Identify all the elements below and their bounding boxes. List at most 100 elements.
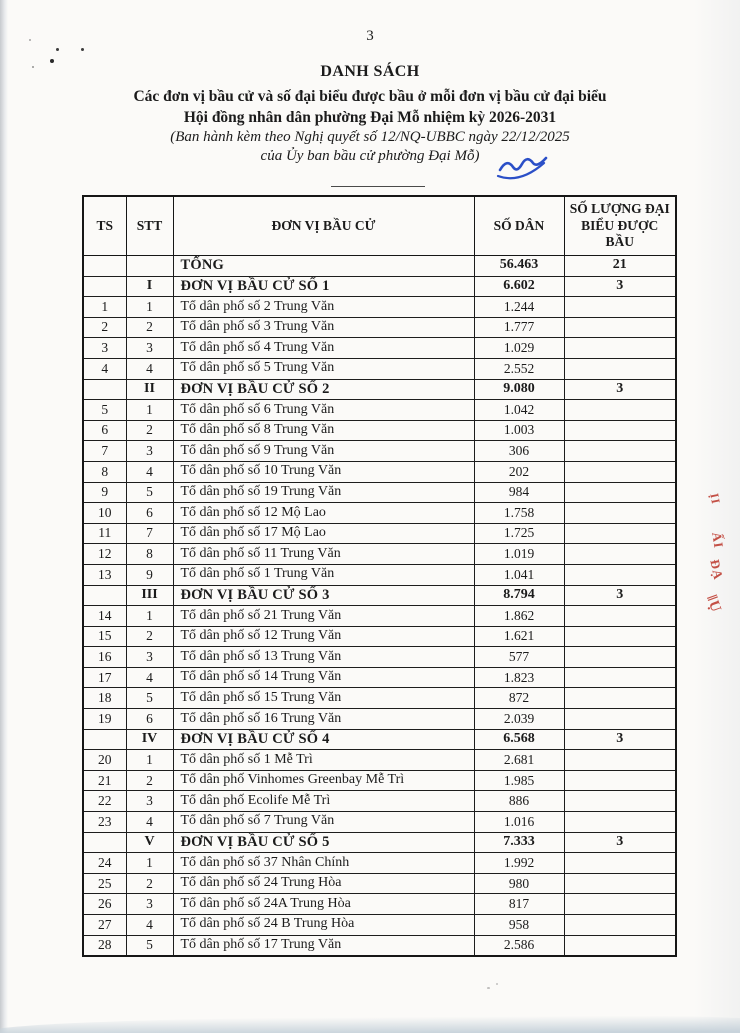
cell-unit: Tổ dân phố số 19 Trung Văn (172, 481, 475, 504)
cell-stt: 2 (125, 316, 174, 339)
table-row: 1 1 Tổ dân phố số 2 Trung Văn 1.244 (82, 296, 677, 318)
cell-pop: 1.019 (473, 543, 565, 565)
cell-stt: 6 (125, 708, 174, 730)
header-separator (331, 186, 425, 187)
table-row: 28 5 Tổ dân phố số 17 Trung Văn 2.586 (82, 934, 677, 957)
cell-pop: 202 (473, 460, 565, 483)
table-row: V ĐƠN VỊ BẦU CỬ SỐ 5 7.333 3 (82, 831, 677, 854)
table-row: 12 8 Tổ dân phố số 11 Trung Văn 1.019 (82, 543, 677, 565)
cell-stt: 4 (125, 460, 174, 483)
cell-del (563, 934, 677, 957)
cell-ts (82, 255, 127, 277)
column-header-ts: TS (82, 195, 127, 256)
table-row: 5 1 Tổ dân phố số 6 Trung Văn 1.042 (82, 399, 677, 421)
cell-unit: Tổ dân phố số 10 Trung Văn (172, 460, 475, 483)
cell-del (563, 357, 677, 380)
cell-pop: 1.985 (473, 769, 565, 792)
cell-ts (82, 275, 127, 298)
scan-speckle (496, 983, 498, 985)
table-row: I ĐƠN VỊ BẦU CỬ SỐ 1 6.602 3 (82, 275, 677, 298)
cell-pop: 9.080 (473, 378, 565, 401)
cell-pop: 1.758 (473, 502, 565, 524)
cell-ts: 1 (82, 296, 127, 318)
scan-speckle (32, 66, 34, 68)
cell-stt: 3 (125, 893, 174, 915)
cell-pop: 2.681 (473, 749, 565, 771)
cell-stt: 2 (125, 625, 174, 648)
cell-stt: 2 (125, 872, 174, 895)
cell-unit: ĐƠN VỊ BẦU CỬ SỐ 5 (172, 831, 475, 854)
cell-ts (82, 584, 127, 607)
cell-del (563, 666, 677, 689)
red-stamp-fragment: ẤI (709, 531, 727, 550)
scan-speckle (81, 48, 84, 51)
cell-pop: 1.042 (473, 399, 565, 421)
table-row: III ĐƠN VỊ BẦU CỬ SỐ 3 8.794 3 (82, 584, 677, 607)
cell-stt: II (125, 378, 174, 401)
cell-ts (82, 378, 127, 401)
red-stamp-fragment: ‖Ụ (702, 593, 725, 616)
cell-unit: Tổ dân phố số 24 B Trung Hòa (172, 914, 475, 936)
cell-del (563, 646, 677, 668)
cell-pop: 1.041 (473, 563, 565, 586)
cell-unit: Tổ dân phố số 12 Trung Văn (172, 625, 475, 648)
scan-speckle (50, 59, 54, 63)
cell-stt: 9 (125, 563, 174, 586)
cell-unit: ĐƠN VỊ BẦU CỬ SỐ 1 (172, 275, 475, 298)
cell-stt: 6 (125, 502, 174, 524)
cell-ts: 14 (82, 605, 127, 627)
cell-pop: 1.003 (473, 419, 565, 442)
cell-stt: I (125, 275, 174, 298)
cell-ts: 23 (82, 811, 127, 833)
cell-stt: 2 (125, 419, 174, 442)
cell-del (563, 543, 677, 565)
cell-stt: III (125, 584, 174, 607)
cell-stt: 1 (125, 605, 174, 627)
cell-del: 3 (563, 831, 677, 854)
cell-unit: Tổ dân phố số 21 Trung Văn (172, 605, 475, 627)
cell-unit: Tổ dân phố số 17 Trung Văn (172, 934, 475, 957)
cell-stt: 3 (125, 790, 174, 813)
cell-unit: ĐƠN VỊ BẦU CỬ SỐ 3 (172, 584, 475, 607)
cell-del (563, 296, 677, 318)
document-subtitle-2: Hội đồng nhân dân phường Đại Mỗ nhiệm kỳ… (183, 108, 557, 126)
table-row: 21 2 Tổ dân phố Vinhomes Greenbay Mễ Trì 1.… (82, 769, 677, 792)
cell-del (563, 790, 677, 813)
cell-pop: 2.552 (473, 357, 565, 380)
cell-pop: 1.029 (473, 337, 565, 359)
cell-unit: Tổ dân phố số 15 Trung Văn (172, 687, 475, 710)
cell-pop: 7.333 (473, 831, 565, 854)
cell-del (563, 337, 677, 359)
cell-stt: 5 (125, 934, 174, 957)
cell-ts: 19 (82, 708, 127, 730)
table-row: TỔNG 56.463 21 (82, 255, 677, 277)
cell-ts: 13 (82, 563, 127, 586)
cell-ts: 17 (82, 666, 127, 689)
cell-ts: 4 (82, 357, 127, 380)
cell-ts: 18 (82, 687, 127, 710)
table-row: 26 3 Tổ dân phố số 24A Trung Hòa 817 (82, 893, 677, 915)
cell-pop: 1.777 (473, 316, 565, 339)
table-row: 18 5 Tổ dân phố số 15 Trung Văn 872 (82, 687, 677, 710)
document-title: DANH SÁCH (320, 63, 420, 80)
cell-del (563, 811, 677, 833)
table-row: 4 4 Tổ dân phố số 5 Trung Văn 2.552 (82, 357, 677, 380)
cell-stt: 3 (125, 646, 174, 668)
table-row: 24 1 Tổ dân phố số 37 Nhân Chính 1.992 (82, 852, 677, 874)
cell-unit: Tổ dân phố số 24 Trung Hòa (172, 872, 475, 895)
cell-pop: 1.621 (473, 625, 565, 648)
cell-ts (82, 728, 127, 751)
cell-stt: 1 (125, 749, 174, 771)
cell-ts: 8 (82, 460, 127, 483)
cell-pop: 1.244 (473, 296, 565, 318)
cell-del (563, 769, 677, 792)
red-stamp-fragment: ỊI (707, 492, 724, 506)
cell-ts: 6 (82, 419, 127, 442)
cell-del (563, 399, 677, 421)
table-row: 14 1 Tổ dân phố số 21 Trung Văn 1.862 (82, 605, 677, 627)
cell-stt: 4 (125, 811, 174, 833)
cell-del (563, 914, 677, 936)
cell-ts: 27 (82, 914, 127, 936)
cell-ts: 12 (82, 543, 127, 565)
table-row: 25 2 Tổ dân phố số 24 Trung Hòa 980 (82, 872, 677, 895)
